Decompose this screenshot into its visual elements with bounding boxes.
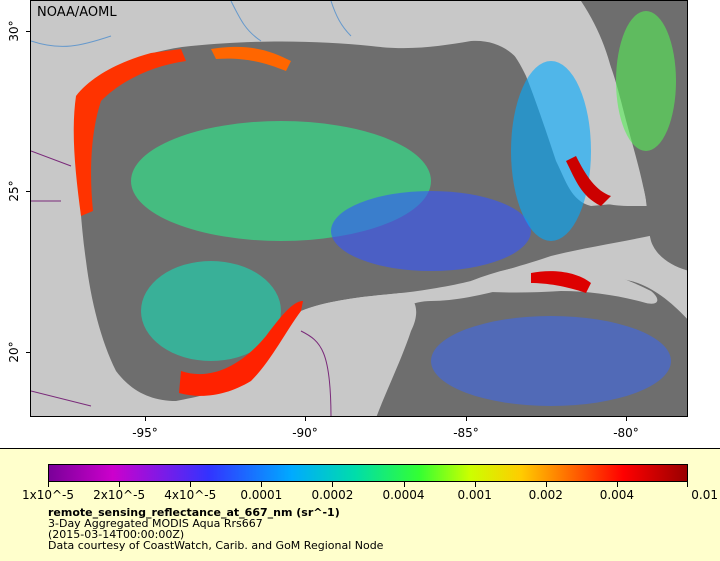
colorbar-tick (545, 482, 547, 487)
colorbar-tick (474, 482, 476, 487)
caribbean-blue (431, 316, 671, 406)
central-blue (331, 191, 531, 271)
lon-tick (466, 417, 467, 421)
lat-label-20: 20° (7, 341, 21, 363)
florida-bay-red (566, 156, 611, 206)
colorbar-tick-label: 0.002 (528, 488, 563, 502)
colorbar-tick (190, 482, 192, 487)
colorbar-tick (687, 482, 688, 487)
colorbar-tick (403, 482, 405, 487)
data-credit: Data courtesy of CoastWatch, Carib. and … (48, 539, 384, 552)
legend-panel: remote_sensing_reflectance_at_667_nm (sr… (0, 448, 720, 561)
lon-tick (626, 417, 627, 421)
reflectance-map (31, 1, 687, 416)
colorbar-tick-label: 0.0002 (311, 488, 354, 502)
atlantic-green (616, 11, 676, 151)
lat-label-30: 30° (7, 20, 21, 42)
dataset-time: (2015-03-14T00:00:00Z) (48, 528, 185, 541)
country-border (31, 150, 332, 416)
lon-label-90: -90° (292, 426, 318, 440)
lon-label-80: -80° (613, 426, 639, 440)
colorbar-tick-label: 0.004 (599, 488, 635, 502)
mexico-coast-red (179, 301, 303, 396)
yucatan-land (271, 293, 417, 416)
colorbar-tick (332, 482, 334, 487)
colorbar-tick-label: 2x10^-5 (93, 488, 146, 502)
lat-tick (26, 191, 30, 192)
southwest-green (141, 261, 281, 361)
lon-label-95: -95° (132, 426, 158, 440)
colorbar-tick (119, 482, 121, 487)
lat-tick (26, 352, 30, 353)
colorbar-tick (48, 482, 49, 487)
lat-tick (26, 31, 30, 32)
colorbar-tick-label: 4x10^-5 (164, 488, 217, 502)
colorbar-tick-label: 0.001 (457, 488, 492, 502)
variable-name: remote_sensing_reflectance_at_667_nm (sr… (48, 506, 340, 519)
colorbar-tick-label: 0.0004 (382, 488, 425, 502)
colorbar-tick-label: 1x10^-5 (21, 488, 75, 502)
texas-coast-red (73, 49, 186, 216)
eastern-cyan (511, 61, 591, 241)
river (31, 1, 352, 47)
colorbar-tick (261, 482, 263, 487)
cuba-coast-red (531, 271, 591, 293)
lat-label-25: 25° (7, 180, 21, 202)
colorbar-tick (616, 482, 618, 487)
map-panel: NOAA/AOML (30, 0, 688, 417)
colorbar-tick-label: 0.01 (691, 488, 718, 502)
lon-label-85: -85° (453, 426, 479, 440)
louisiana-coast-red (211, 46, 291, 71)
lon-tick (305, 417, 306, 421)
colorbar-tick-label: 0.0001 (240, 488, 283, 502)
map-credit: NOAA/AOML (37, 5, 117, 20)
lon-tick (145, 417, 146, 421)
colorbar (48, 464, 688, 482)
dataset-description: 3-Day Aggregated MODIS Aqua Rrs667 (48, 517, 263, 530)
